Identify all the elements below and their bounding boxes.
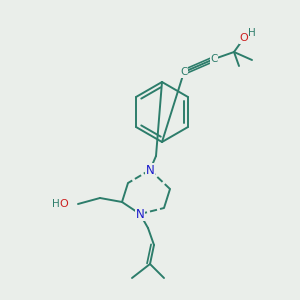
- Text: H: H: [248, 28, 256, 38]
- Text: C: C: [180, 67, 188, 77]
- Text: C: C: [210, 54, 218, 64]
- Text: O: O: [59, 199, 68, 209]
- Text: O: O: [240, 33, 248, 43]
- Text: H: H: [52, 199, 60, 209]
- Text: N: N: [146, 164, 154, 176]
- Text: N: N: [136, 208, 144, 220]
